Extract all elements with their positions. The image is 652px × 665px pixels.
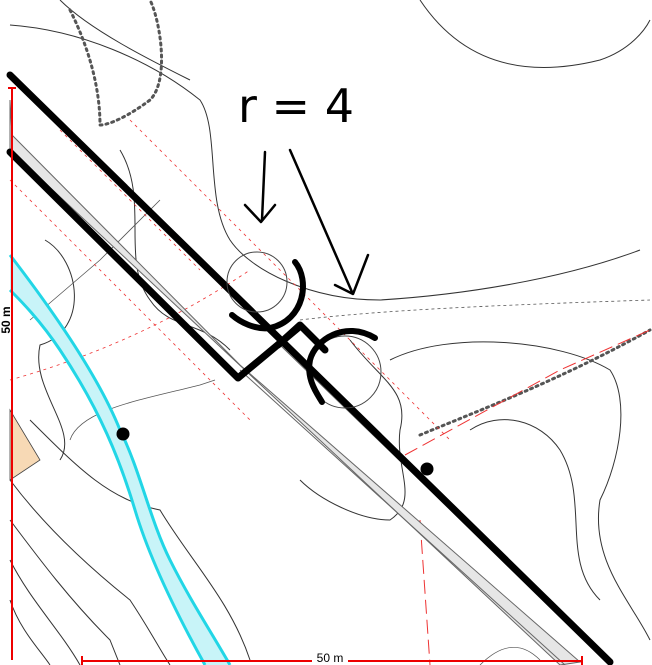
- point: [117, 428, 130, 441]
- annotation: r = 4: [238, 79, 354, 133]
- map: r = 4 50 m 50 m: [0, 0, 652, 665]
- scale-label: 50 m: [317, 651, 344, 665]
- scale-label: 50 m: [0, 306, 13, 333]
- point: [421, 463, 434, 476]
